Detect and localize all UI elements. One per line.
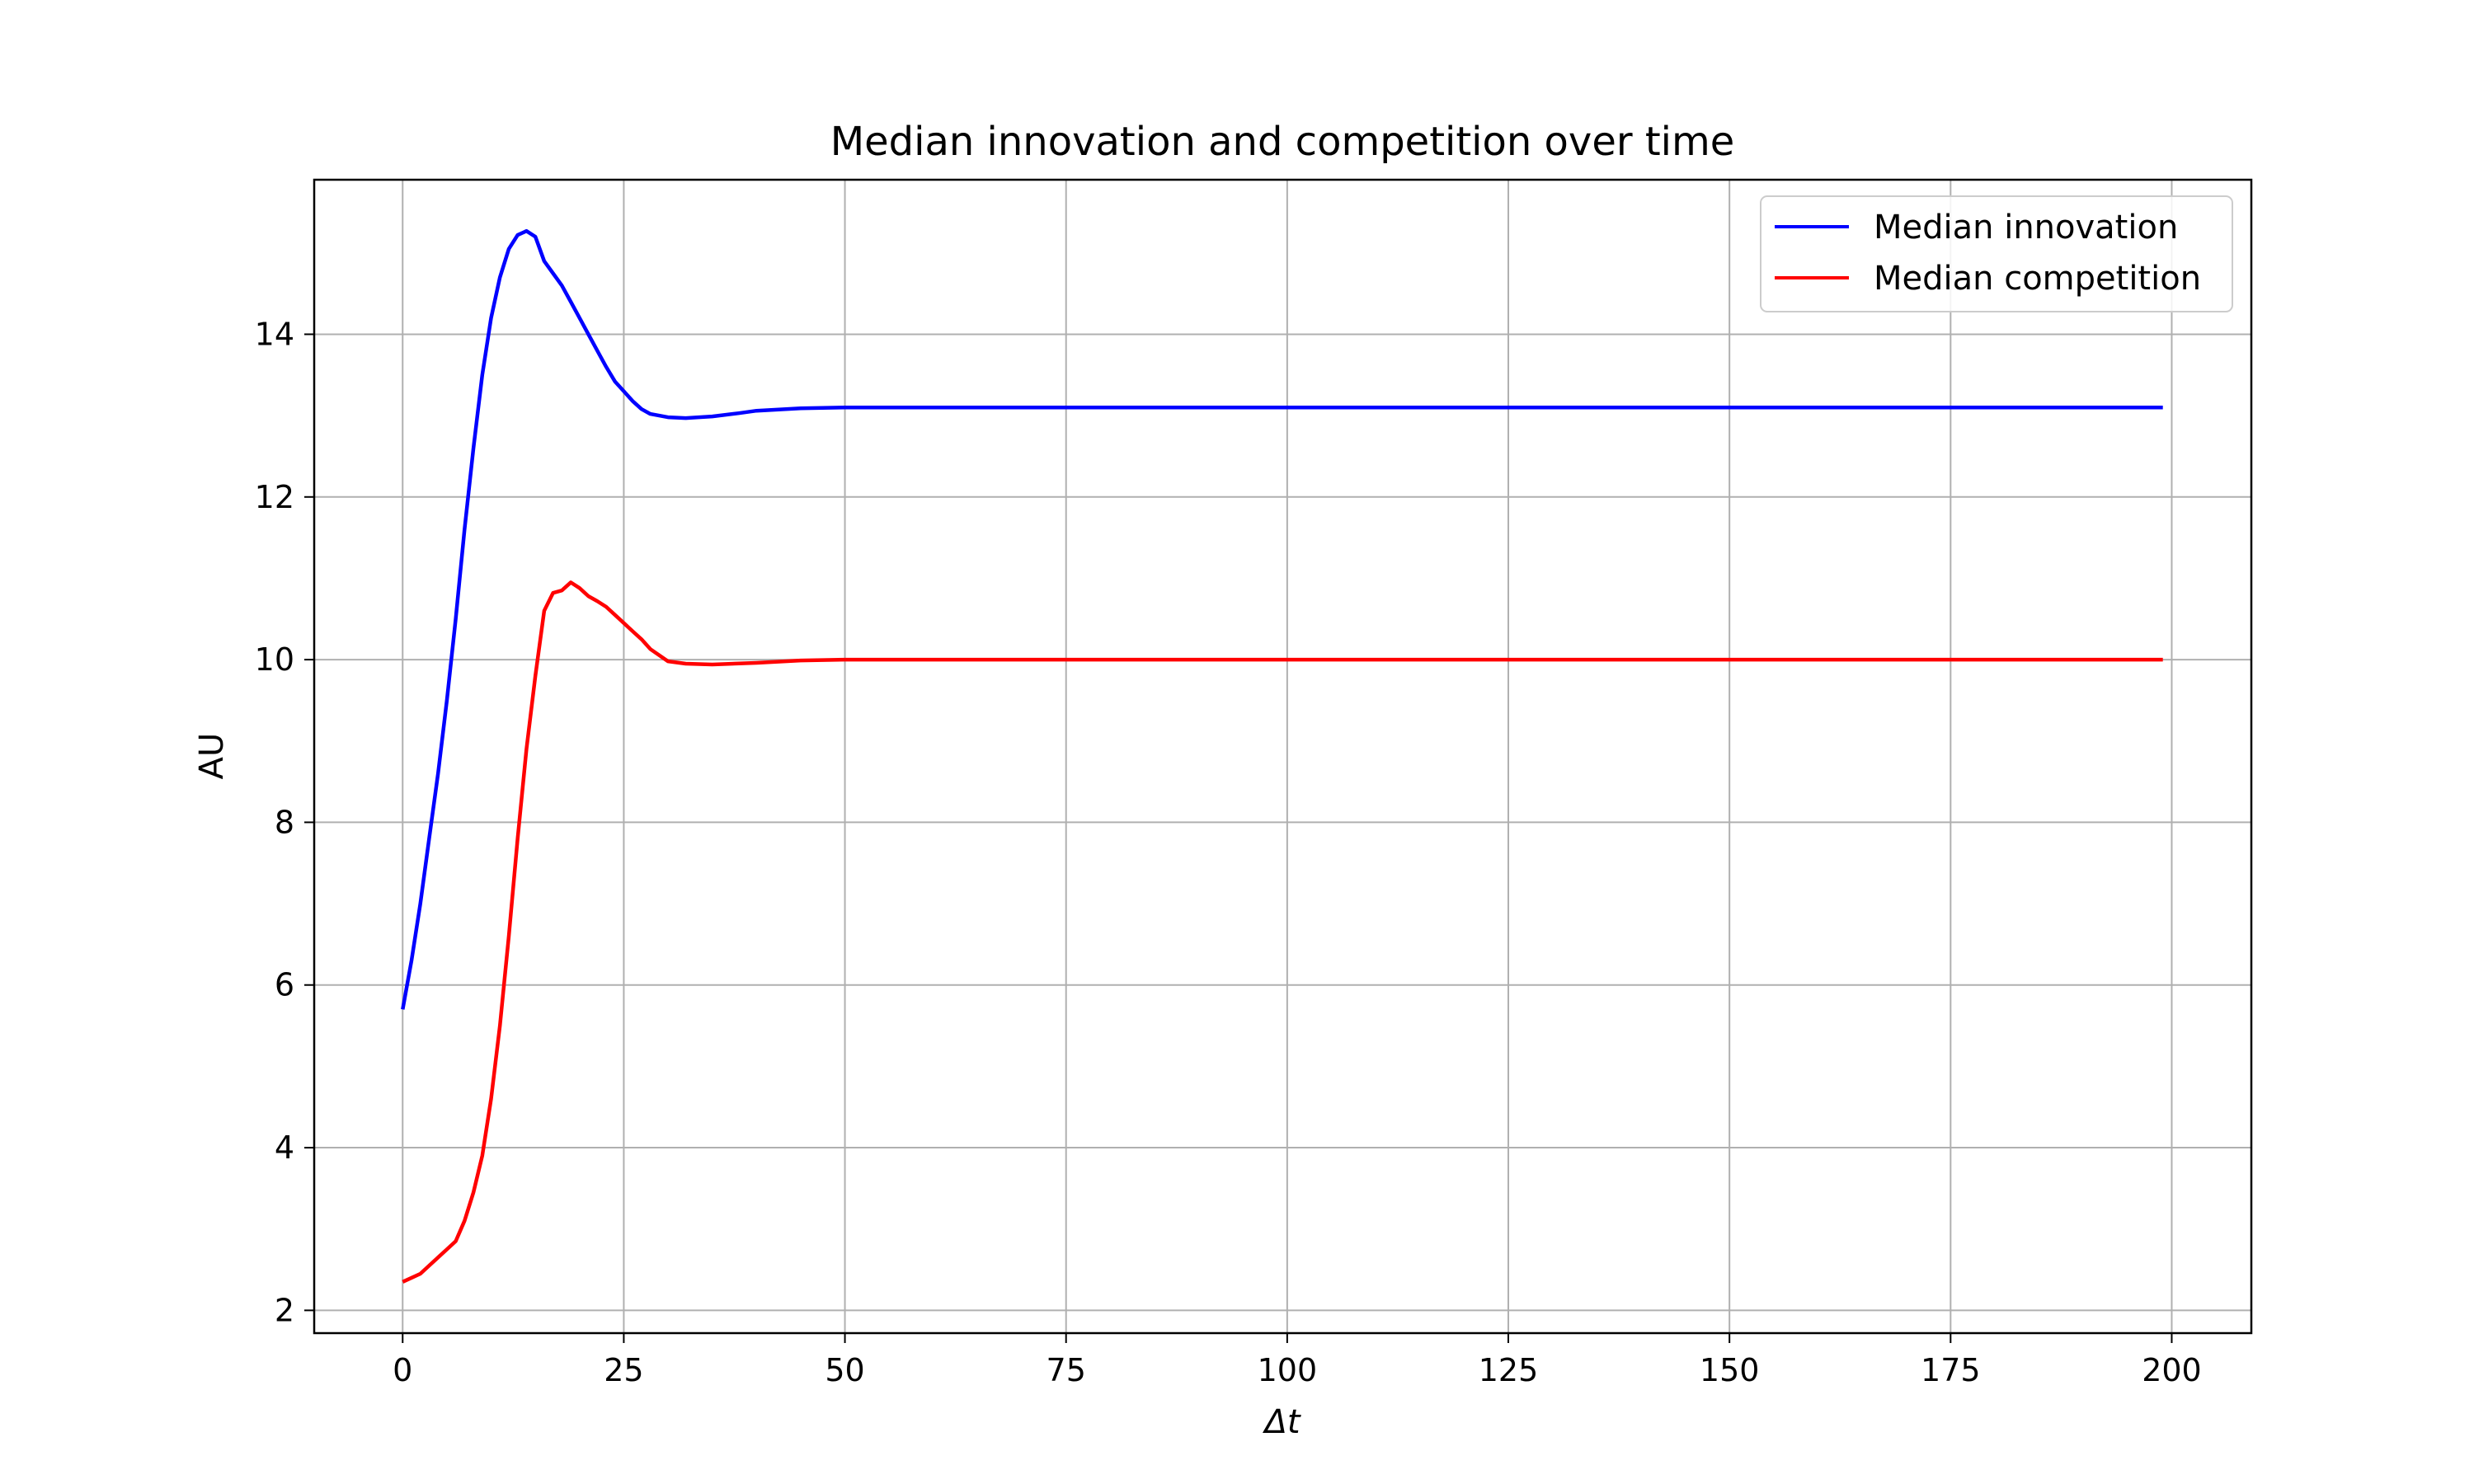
- chart-title: Median innovation and competition over t…: [830, 119, 1735, 165]
- legend: Median innovation Median competition: [1760, 195, 2233, 312]
- plot-frame: [313, 178, 2253, 1335]
- x-tick-label: 75: [1047, 1352, 1086, 1388]
- x-tick-label: 150: [1700, 1352, 1760, 1388]
- series-line-competition: [402, 580, 2163, 1284]
- x-tick-label: 50: [825, 1352, 864, 1388]
- x-tick-label: 0: [393, 1352, 412, 1388]
- legend-box: [1760, 195, 2233, 312]
- y-tick-label: 12: [255, 479, 294, 515]
- legend-label-innovation: Median innovation: [1874, 209, 2178, 247]
- x-tick-label: 25: [604, 1352, 643, 1388]
- y-tick-label: 4: [275, 1129, 294, 1166]
- x-tick-label: 175: [1921, 1352, 1981, 1388]
- series-lines: [401, 228, 2163, 1284]
- x-tick-label: 200: [2142, 1352, 2202, 1388]
- y-axis-label: AU: [193, 733, 231, 780]
- y-tick-label: 8: [275, 804, 294, 840]
- legend-label-competition: Median competition: [1874, 260, 2201, 298]
- y-tick-label: 14: [255, 316, 294, 352]
- axis-ticks: 0 25 50 75 100 125 150 175 200 2 4 6 8 10 12 14: [255, 316, 2202, 1388]
- x-tick-label: 100: [1258, 1352, 1318, 1388]
- y-tick-label: 10: [255, 641, 294, 678]
- x-axis-label: Δt: [1262, 1403, 1300, 1441]
- y-tick-label: 2: [275, 1292, 294, 1328]
- y-tick-label: 6: [275, 967, 294, 1003]
- x-tick-label: 125: [1479, 1352, 1539, 1388]
- series-line-innovation: [401, 228, 2163, 1010]
